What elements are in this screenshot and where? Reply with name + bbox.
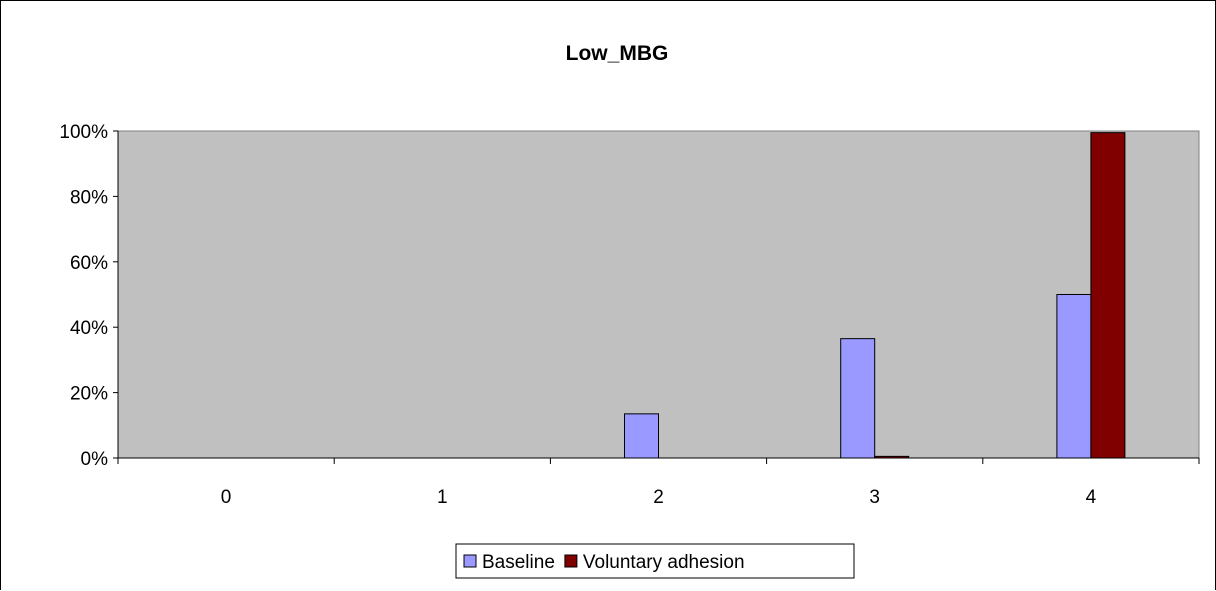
chart-title: Low_MBG [566,42,669,65]
bar-baseline-4 [1056,294,1092,459]
x-tick-label: 3 [869,487,880,508]
legend-box [455,543,855,579]
y-tick-label: 0% [81,449,109,470]
bar-baseline-3 [840,338,876,459]
bar-voluntary-adhesion-4 [1090,132,1126,459]
x-tick-label: 1 [437,487,448,508]
x-tick-label: 4 [1086,487,1097,508]
y-axis: 0% 20% 40% 60% 80% 100% [59,122,119,470]
plot-area [117,130,1200,459]
y-tick-label: 20% [70,384,108,405]
y-tick-label: 100% [59,122,108,143]
legend-swatch [564,554,578,568]
y-tick-label: 80% [70,187,108,208]
legend-label: Voluntary adhesion [583,552,745,573]
x-tick-label: 2 [653,487,664,508]
x-tick-label: 0 [221,487,232,508]
bars [624,132,1126,459]
y-tick-label: 40% [70,318,108,339]
legend-label: Baseline [482,552,555,573]
x-axis: 0 1 2 3 4 [117,457,1200,508]
legend-swatch [463,554,477,568]
y-tick-label: 60% [70,253,108,274]
legend: Baseline Voluntary adhesion [455,543,855,579]
bar-voluntary-adhesion-3 [874,455,910,459]
bar-baseline-2 [624,413,659,459]
